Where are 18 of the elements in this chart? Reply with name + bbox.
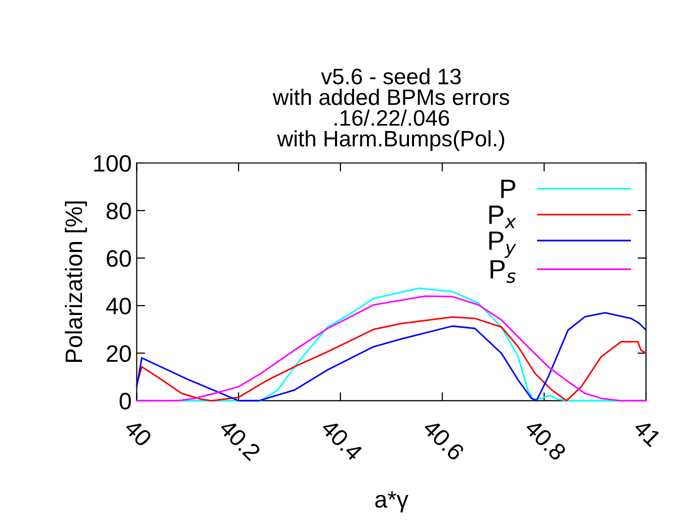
y-tick-label: 60 xyxy=(106,250,131,267)
x-tick-label: 40.4 xyxy=(320,418,364,462)
legend-label: P$_{s}$ xyxy=(490,260,516,283)
x-tick-label: 40.8 xyxy=(524,418,568,462)
x-tick-label: 41 xyxy=(632,418,662,448)
x-tick-label: 40.2 xyxy=(218,418,262,462)
y-tick-label: 100 xyxy=(94,155,131,172)
legend-label: P$_{y}$ xyxy=(489,232,516,258)
y-tick-label: 40 xyxy=(106,298,131,314)
legend-label: P$_{x}$ xyxy=(489,206,516,228)
x-tick-label: 40.6 xyxy=(422,418,466,462)
y-tick-label: 20 xyxy=(106,345,131,362)
x-axis-title: a*γ xyxy=(375,491,408,512)
y-axis-title: Polarization [%] xyxy=(64,202,87,362)
legend-label: P xyxy=(501,180,516,198)
y-tick-label: 0 xyxy=(120,392,131,410)
y-tick-label: 80 xyxy=(106,202,131,220)
chart-title: v5.6 - seed 13 with added BPMs errors .16/.22/.046 with Harm.Bumps(Pol.) xyxy=(272,68,510,151)
